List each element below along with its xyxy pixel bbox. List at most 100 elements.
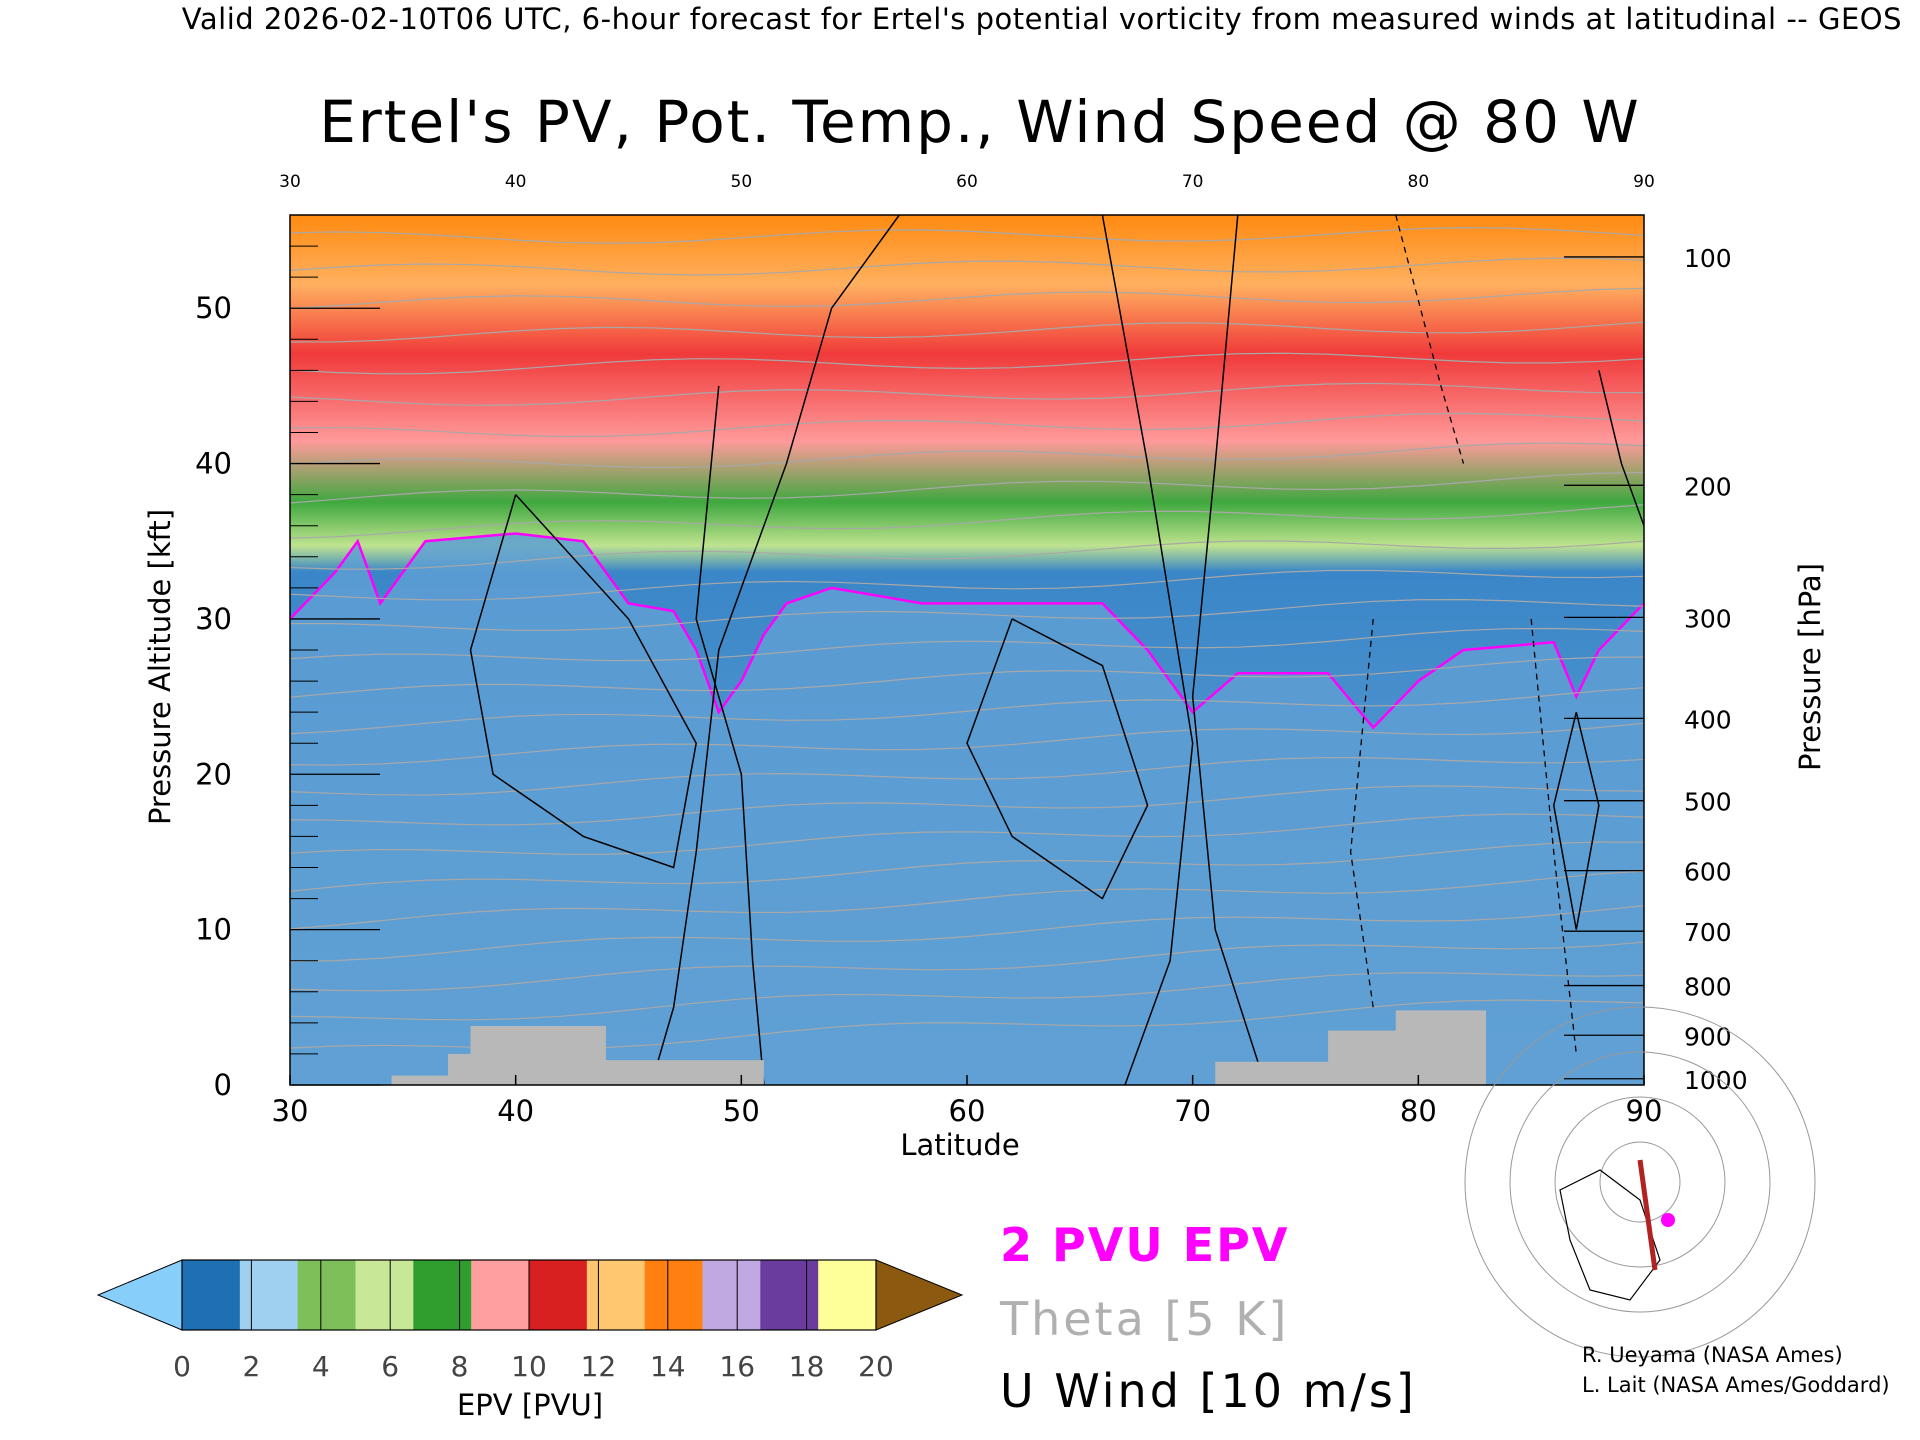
colorbar-tick-label: 12 (581, 1350, 617, 1383)
y2-tick-label: 400 (1684, 705, 1732, 734)
theta-contour (289, 412, 1645, 438)
terrain-mask (391, 1010, 1487, 1085)
credit-line-1: R. Ueyama (NASA Ames) (1582, 1343, 1843, 1367)
theta-contour (289, 870, 1645, 930)
theta-contour (289, 627, 1645, 662)
colorbar-swatch (702, 1260, 761, 1330)
map-location-marker (1661, 1213, 1675, 1227)
map-coastline (1559, 1169, 1661, 1301)
credit-line-2: L. Lait (NASA Ames/Goddard) (1582, 1373, 1890, 1397)
colorbar-tick-label: 18 (789, 1350, 825, 1383)
colorbar-tick-label: 2 (242, 1350, 260, 1383)
colorbar-swatch (297, 1260, 356, 1330)
colorbar-swatch (818, 1260, 877, 1330)
theta-contour (289, 227, 1645, 244)
y2-axis-label: Pressure [hPa] (1793, 563, 1827, 772)
theta-contour (289, 687, 1645, 735)
wind-contour (1552, 711, 1600, 930)
y-tick-label: 30 (195, 602, 232, 636)
colorbar-swatch (182, 1260, 241, 1330)
colorbar-tick-label: 14 (650, 1350, 686, 1383)
wind-contour (650, 214, 900, 1086)
x-tick-label: 90 (1626, 1094, 1663, 1128)
wind-contour-negative (1349, 618, 1374, 1008)
theta-contour (289, 813, 1645, 855)
theta-contour (289, 841, 1645, 892)
colorbar-tick-label: 8 (451, 1350, 469, 1383)
x-top-tick-label: 80 (1408, 172, 1430, 192)
y2-tick-label: 700 (1684, 918, 1732, 947)
theta-contour (289, 756, 1645, 796)
legend-theta: Theta [5 K] (1000, 1292, 1290, 1346)
y-tick-label: 20 (195, 757, 232, 791)
colorbar-swatch (239, 1260, 299, 1330)
x-top-tick-label: 50 (731, 172, 753, 192)
colorbar-swatch (355, 1260, 414, 1330)
wind-contour (1191, 214, 1262, 1070)
y2-tick-label: 600 (1684, 858, 1732, 887)
x-top-tick-label: 30 (279, 172, 301, 192)
credits: R. Ueyama (NASA Ames) L. Lait (NASA Ames… (1582, 1340, 1890, 1400)
colorbar-swatch (586, 1260, 646, 1330)
x-tick-label: 30 (272, 1094, 309, 1128)
wind-contour-negative (1395, 214, 1465, 464)
y2-tick-label: 1000 (1684, 1066, 1748, 1095)
theta-contour (289, 382, 1645, 406)
wind-contour (695, 385, 765, 1086)
wind-contour (1598, 370, 1645, 526)
y2-tick-label: 300 (1684, 604, 1732, 633)
y-tick-label: 40 (195, 447, 232, 481)
theta-contour (289, 972, 1645, 1021)
colorbar-label: EPV [PVU] (456, 1388, 604, 1422)
theta-contour (289, 352, 1645, 375)
x-tick-label: 70 (1174, 1094, 1211, 1128)
colorbar-tick-label: 16 (719, 1350, 755, 1383)
x-top-tick-label: 70 (1182, 172, 1204, 192)
theta-contour (289, 722, 1645, 766)
theta-contour (289, 442, 1645, 469)
x-axis-label: Latitude (900, 1128, 1020, 1162)
y2-tick-label: 500 (1684, 788, 1732, 817)
map-graticule (1554, 1096, 1726, 1268)
colorbar-swatch (644, 1260, 703, 1330)
theta-contour (289, 785, 1645, 826)
y-tick-label: 50 (195, 291, 232, 325)
tropopause-2pvu-line (289, 532, 1645, 730)
colorbar-swatch (413, 1260, 472, 1330)
chart-title: Ertel's PV, Pot. Temp., Wind Speed @ 80 … (319, 88, 1641, 156)
colorbar-min-arrow (96, 1259, 183, 1331)
map-transect (1637, 1159, 1658, 1271)
theta-contour (289, 905, 1645, 963)
colorbar-tick-label: 10 (511, 1350, 547, 1383)
legend-epv: 2 PVU EPV (1000, 1218, 1290, 1272)
y-axis-label: Pressure Altitude [kft] (143, 508, 177, 826)
wind-contour (1101, 214, 1194, 1086)
x-top-tick-label: 60 (956, 172, 978, 192)
theta-contour (289, 656, 1645, 698)
colorbar-swatch (471, 1260, 530, 1330)
x-tick-label: 80 (1400, 1094, 1437, 1128)
y2-tick-label: 900 (1684, 1022, 1732, 1051)
theta-contour (289, 471, 1645, 504)
y2-tick-label: 800 (1684, 973, 1732, 1002)
wind-contour-negative (1530, 618, 1577, 1055)
x-tick-label: 60 (949, 1094, 986, 1128)
theta-contour (289, 504, 1645, 539)
wind-contour (966, 618, 1149, 900)
x-tick-label: 40 (497, 1094, 534, 1128)
map-graticule (1599, 1141, 1681, 1223)
wind-contour (469, 494, 697, 869)
y2-tick-label: 100 (1684, 244, 1732, 273)
theta-contour (289, 598, 1645, 631)
colorbar-max-arrow (875, 1259, 964, 1331)
header-text: Valid 2026-02-10T06 UTC, 6-hour forecast… (181, 2, 1902, 36)
colorbar-tick-label: 4 (312, 1350, 330, 1383)
y-tick-label: 10 (195, 913, 232, 947)
map-graticule (1509, 1051, 1771, 1313)
x-top-tick-label: 40 (505, 172, 527, 192)
theta-contour (289, 257, 1645, 276)
colorbar-swatch (529, 1260, 588, 1330)
y2-tick-label: 200 (1684, 472, 1732, 501)
x-top-tick-label: 90 (1633, 172, 1655, 192)
colorbar-tick-label: 0 (173, 1350, 191, 1383)
